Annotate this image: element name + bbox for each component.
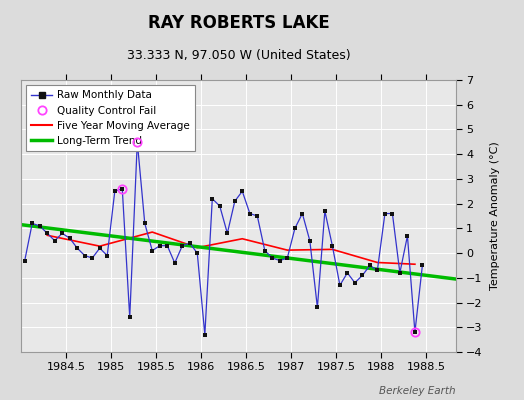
- Five Year Moving Average: [412, 262, 418, 267]
- Raw Monthly Data: [134, 140, 140, 144]
- Raw Monthly Data: [179, 243, 185, 248]
- Y-axis label: Temperature Anomaly (°C): Temperature Anomaly (°C): [490, 142, 500, 290]
- Five Year Moving Average: [239, 236, 245, 241]
- Raw Monthly Data: [202, 332, 208, 337]
- Five Year Moving Average: [329, 247, 335, 252]
- Legend: Raw Monthly Data, Quality Control Fail, Five Year Moving Average, Long-Term Tren: Raw Monthly Data, Quality Control Fail, …: [26, 85, 195, 151]
- Five Year Moving Average: [44, 233, 50, 238]
- Line: Raw Monthly Data: Raw Monthly Data: [25, 142, 422, 335]
- Line: Quality Control Fail: Quality Control Fail: [118, 138, 419, 336]
- Raw Monthly Data: [89, 256, 95, 260]
- Quality Control Fail: [134, 140, 140, 144]
- Raw Monthly Data: [419, 263, 425, 268]
- Text: RAY ROBERTS LAKE: RAY ROBERTS LAKE: [148, 14, 329, 32]
- Five Year Moving Average: [374, 260, 380, 265]
- Five Year Moving Average: [284, 248, 290, 252]
- Five Year Moving Average: [194, 245, 200, 250]
- Line: Five Year Moving Average: Five Year Moving Average: [47, 232, 415, 264]
- Quality Control Fail: [412, 330, 418, 335]
- Quality Control Fail: [119, 186, 125, 191]
- Raw Monthly Data: [21, 258, 28, 263]
- Text: 33.333 N, 97.050 W (United States): 33.333 N, 97.050 W (United States): [127, 49, 350, 62]
- Raw Monthly Data: [307, 238, 313, 243]
- Raw Monthly Data: [277, 258, 283, 263]
- Five Year Moving Average: [149, 230, 156, 234]
- Five Year Moving Average: [96, 244, 103, 248]
- Text: Berkeley Earth: Berkeley Earth: [379, 386, 456, 396]
- Raw Monthly Data: [254, 214, 260, 218]
- Raw Monthly Data: [269, 256, 276, 260]
